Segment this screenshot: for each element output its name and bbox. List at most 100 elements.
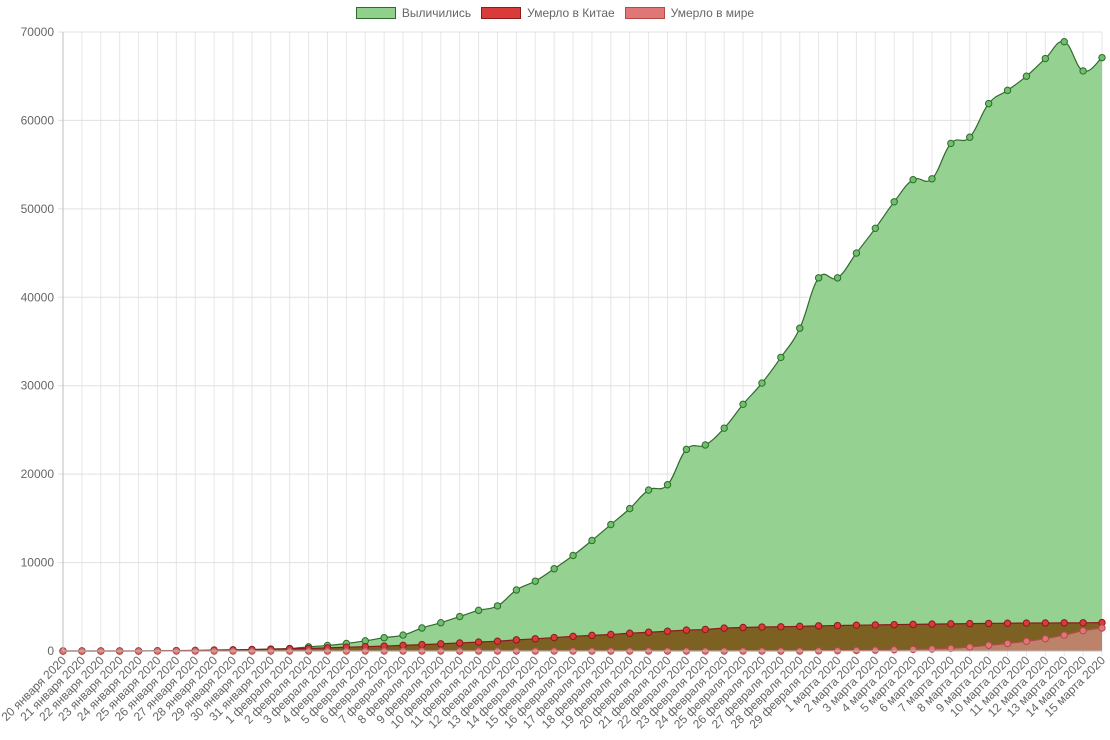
point-recovered[interactable] (777, 353, 785, 362)
point-recovered[interactable] (814, 274, 823, 282)
legend-label-deaths-china: Умерло в Китае (527, 6, 615, 20)
point-deaths-china[interactable] (550, 633, 558, 642)
point-deaths-world[interactable] (1022, 637, 1031, 645)
area-deaths-world (63, 628, 1102, 651)
point-deaths-world[interactable] (1098, 624, 1106, 632)
point-deaths-china[interactable] (947, 620, 955, 628)
point-recovered[interactable] (1022, 72, 1031, 80)
point-deaths-world[interactable] (909, 645, 917, 654)
point-deaths-china[interactable] (758, 623, 766, 631)
point-recovered[interactable] (437, 619, 445, 627)
point-deaths-china[interactable] (833, 621, 842, 630)
point-deaths-china[interactable] (663, 627, 672, 635)
point-recovered[interactable] (947, 139, 955, 148)
legend-item-recovered[interactable]: Выличились (355, 6, 471, 20)
legend-item-deaths-world[interactable]: Умерло в мире (624, 6, 754, 20)
point-deaths-china[interactable] (1079, 619, 1087, 627)
point-deaths-china[interactable] (966, 619, 974, 628)
point-recovered[interactable] (701, 441, 709, 449)
point-deaths-china[interactable] (928, 620, 936, 628)
point-recovered[interactable] (890, 198, 898, 206)
point-deaths-china[interactable] (890, 620, 898, 629)
point-deaths-china[interactable] (644, 628, 653, 636)
y-tick-label: 50000 (21, 202, 55, 216)
point-recovered[interactable] (720, 424, 728, 432)
point-deaths-china[interactable] (626, 629, 634, 637)
point-deaths-world[interactable] (947, 644, 955, 653)
point-deaths-china[interactable] (701, 625, 709, 634)
point-recovered[interactable] (966, 133, 974, 141)
point-deaths-world[interactable] (984, 641, 993, 649)
point-recovered[interactable] (909, 175, 917, 184)
point-recovered[interactable] (626, 504, 634, 513)
point-deaths-china[interactable] (720, 624, 728, 632)
area-recovered (63, 41, 1102, 652)
point-recovered[interactable] (399, 631, 407, 639)
y-tick-label: 70000 (21, 25, 55, 39)
point-recovered[interactable] (380, 634, 388, 642)
point-recovered[interactable] (758, 379, 766, 387)
point-deaths-world[interactable] (1060, 631, 1068, 639)
point-recovered[interactable] (663, 481, 672, 489)
point-deaths-china[interactable] (777, 623, 785, 631)
point-deaths-china[interactable] (871, 621, 880, 629)
point-deaths-china[interactable] (796, 622, 804, 631)
point-deaths-world[interactable] (1041, 634, 1050, 643)
legend-item-deaths-china[interactable]: Умерло в Китае (481, 6, 615, 20)
point-deaths-world[interactable] (1079, 626, 1087, 635)
point-deaths-china[interactable] (418, 640, 426, 649)
point-deaths-china[interactable] (1060, 619, 1068, 627)
point-deaths-world[interactable] (890, 646, 898, 654)
point-deaths-world[interactable] (871, 646, 880, 654)
point-recovered[interactable] (1079, 67, 1087, 75)
point-deaths-china[interactable] (984, 619, 993, 628)
point-deaths-china[interactable] (1022, 619, 1031, 627)
point-recovered[interactable] (796, 324, 804, 332)
point-recovered[interactable] (1003, 86, 1012, 95)
point-recovered[interactable] (682, 445, 691, 454)
point-recovered[interactable] (550, 565, 558, 573)
point-recovered[interactable] (512, 586, 521, 594)
point-recovered[interactable] (418, 624, 426, 632)
point-deaths-china[interactable] (814, 622, 823, 630)
point-recovered[interactable] (928, 175, 936, 183)
legend-swatch-recovered (355, 7, 396, 19)
point-recovered[interactable] (474, 606, 483, 615)
point-recovered[interactable] (644, 486, 653, 494)
point-deaths-china[interactable] (739, 623, 747, 632)
point-recovered[interactable] (852, 249, 861, 257)
point-recovered[interactable] (607, 520, 615, 529)
point-recovered[interactable] (871, 224, 880, 233)
point-deaths-china[interactable] (569, 632, 577, 641)
legend-swatch-deaths-world (624, 7, 665, 19)
point-recovered[interactable] (588, 536, 596, 545)
point-deaths-china[interactable] (1041, 619, 1050, 627)
point-recovered[interactable] (1060, 38, 1068, 46)
point-deaths-china[interactable] (493, 637, 502, 645)
point-deaths-china[interactable] (1003, 619, 1012, 627)
point-deaths-china[interactable] (607, 630, 615, 639)
point-recovered[interactable] (531, 577, 539, 585)
point-deaths-china[interactable] (474, 638, 483, 646)
point-recovered[interactable] (569, 551, 577, 560)
point-deaths-china[interactable] (682, 626, 691, 634)
point-deaths-china[interactable] (852, 621, 861, 629)
point-deaths-china[interactable] (588, 631, 596, 640)
point-deaths-world[interactable] (966, 643, 974, 651)
point-deaths-china[interactable] (456, 639, 464, 647)
point-deaths-world[interactable] (1003, 639, 1012, 648)
point-recovered[interactable] (456, 612, 464, 621)
point-deaths-china[interactable] (437, 640, 445, 648)
point-deaths-china[interactable] (909, 620, 917, 629)
point-recovered[interactable] (1098, 53, 1106, 62)
point-recovered[interactable] (1041, 54, 1050, 63)
point-deaths-china[interactable] (531, 635, 539, 643)
point-recovered[interactable] (493, 602, 502, 610)
point-recovered[interactable] (984, 99, 993, 108)
point-recovered[interactable] (739, 400, 747, 408)
point-deaths-world[interactable] (852, 646, 861, 655)
point-recovered[interactable] (833, 274, 842, 282)
point-deaths-china[interactable] (512, 636, 521, 644)
